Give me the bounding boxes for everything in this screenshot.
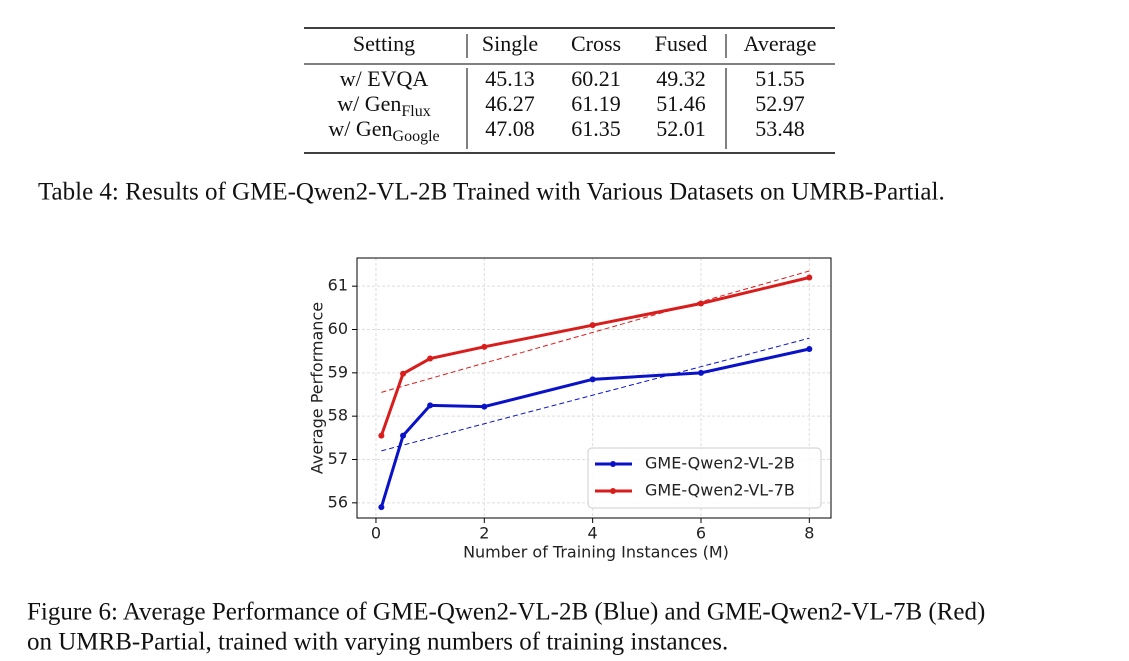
point — [427, 355, 434, 362]
point — [806, 346, 813, 352]
figure-caption: on UMRB-Partial, trained with varying nu… — [27, 629, 728, 656]
table-cell: 61.35 — [571, 116, 621, 141]
table-header: Average — [744, 31, 817, 56]
plot-frame — [356, 257, 832, 519]
point — [378, 432, 385, 439]
table-header: Fused — [655, 31, 708, 56]
y-tick-label: 60 — [328, 319, 348, 338]
legend-label: GME-Qwen2-VL-7B — [645, 481, 795, 500]
series-line — [379, 276, 810, 437]
x-tick-label: 2 — [479, 524, 489, 543]
table-cell: 52.97 — [755, 91, 805, 116]
table-cell: 47.08 — [485, 116, 535, 141]
trend-line — [381, 270, 810, 393]
legend-marker — [610, 461, 616, 467]
table-caption: Table 4: Results of GME-Qwen2-VL-2B Trai… — [38, 179, 945, 206]
table-cell: 46.27 — [485, 91, 535, 116]
table-cell: 53.48 — [755, 116, 805, 141]
table-cell: 45.13 — [485, 66, 535, 91]
point — [697, 300, 704, 307]
table-cell: w/ GenGoogle — [328, 116, 439, 145]
x-tick-label: 4 — [588, 524, 598, 543]
legend-label: GME-Qwen2-VL-2B — [645, 454, 795, 473]
y-tick-label: 56 — [328, 492, 348, 511]
legend-box — [587, 447, 822, 509]
x-tick-label: 0 — [371, 524, 381, 543]
y-axis-label: Average Performance — [308, 302, 327, 474]
point — [427, 402, 434, 409]
cell-subscript: Google — [393, 128, 440, 145]
y-tick-label: 59 — [328, 362, 348, 381]
x-tick-label: 6 — [696, 524, 706, 543]
table-cell: 52.01 — [656, 116, 706, 141]
point — [806, 274, 813, 281]
table-cell: 49.32 — [656, 66, 706, 91]
y-tick-label: 57 — [328, 449, 348, 468]
cell-text: w/ Gen — [328, 116, 392, 141]
point — [697, 369, 704, 376]
table-header: Single — [482, 31, 538, 56]
table-header: Cross — [571, 31, 621, 56]
table-header: Setting — [353, 31, 415, 56]
cell-subscript: Flux — [401, 103, 430, 120]
figure-caption: Figure 6: Average Performance of GME-Qwe… — [27, 599, 985, 626]
x-axis-label: Number of Training Instances (M) — [463, 543, 729, 562]
y-tick-label: 61 — [328, 276, 348, 295]
point — [589, 322, 596, 329]
point — [481, 343, 488, 350]
point — [481, 403, 488, 410]
y-tick-label: 58 — [328, 406, 348, 425]
point — [589, 376, 596, 383]
legend-marker — [610, 488, 616, 494]
point — [378, 504, 385, 511]
point — [400, 370, 407, 377]
table-cell: w/ EVQA — [340, 66, 429, 91]
table-cell: 60.21 — [571, 66, 621, 91]
table-cell: 61.19 — [571, 91, 621, 116]
x-tick-label: 8 — [804, 524, 814, 543]
point — [400, 432, 407, 439]
table-cell: 51.46 — [656, 91, 706, 116]
table-cell: w/ GenFlux — [337, 91, 431, 120]
cell-text: w/ Gen — [337, 91, 401, 116]
table-cell: 51.55 — [755, 66, 805, 91]
trend-line — [381, 337, 810, 452]
